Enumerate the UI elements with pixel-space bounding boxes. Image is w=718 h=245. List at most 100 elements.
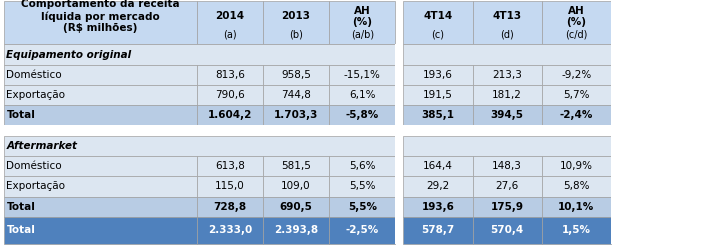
- Text: 181,2: 181,2: [493, 90, 522, 100]
- Text: 115,0: 115,0: [215, 181, 245, 191]
- Bar: [403, 156, 472, 176]
- Bar: [403, 176, 472, 196]
- Text: Exportação: Exportação: [6, 90, 65, 100]
- Text: 27,6: 27,6: [495, 181, 519, 191]
- Text: 109,0: 109,0: [281, 181, 311, 191]
- Bar: [610, 196, 714, 217]
- Text: 744,8: 744,8: [281, 90, 311, 100]
- Text: AH
(%): AH (%): [353, 6, 372, 27]
- Text: Total: Total: [6, 225, 35, 235]
- Text: 728,8: 728,8: [213, 202, 246, 212]
- Text: 1.604,2: 1.604,2: [208, 110, 252, 120]
- Bar: [610, 136, 714, 156]
- Bar: [329, 176, 395, 196]
- Bar: [197, 1, 263, 44]
- Bar: [263, 1, 329, 44]
- Bar: [610, 176, 714, 196]
- Bar: [403, 125, 714, 136]
- Bar: [197, 196, 263, 217]
- Text: 5,8%: 5,8%: [563, 181, 589, 191]
- Text: (c): (c): [432, 30, 444, 40]
- Text: 5,5%: 5,5%: [348, 202, 377, 212]
- Bar: [472, 1, 541, 44]
- Bar: [263, 85, 329, 105]
- Text: 193,6: 193,6: [423, 70, 453, 80]
- Text: 148,3: 148,3: [493, 161, 522, 171]
- Bar: [541, 65, 610, 85]
- Bar: [395, 1, 403, 44]
- Bar: [541, 156, 610, 176]
- Text: 958,5: 958,5: [281, 70, 311, 80]
- Bar: [329, 196, 395, 217]
- Bar: [610, 217, 714, 244]
- Bar: [4, 196, 197, 217]
- Text: Total: Total: [6, 202, 35, 212]
- Bar: [610, 125, 714, 136]
- Text: -5,8%: -5,8%: [345, 110, 379, 120]
- Bar: [472, 65, 541, 85]
- Bar: [263, 176, 329, 196]
- Bar: [395, 105, 403, 125]
- Text: -2,5%: -2,5%: [345, 225, 379, 235]
- Text: (d): (d): [500, 30, 514, 40]
- Bar: [197, 85, 263, 105]
- Text: Aftermarket: Aftermarket: [6, 141, 78, 151]
- Bar: [403, 44, 610, 65]
- Text: 213,3: 213,3: [493, 70, 522, 80]
- Bar: [395, 44, 403, 65]
- Text: (a/b): (a/b): [350, 30, 374, 40]
- Bar: [395, 217, 403, 244]
- Bar: [403, 85, 472, 105]
- Bar: [395, 136, 403, 156]
- Bar: [329, 217, 395, 244]
- Text: 164,4: 164,4: [423, 161, 453, 171]
- Bar: [329, 105, 395, 125]
- Bar: [403, 105, 472, 125]
- Bar: [472, 196, 541, 217]
- Text: 4T14: 4T14: [424, 11, 452, 21]
- Text: Total: Total: [6, 110, 35, 120]
- Text: Equipamento original: Equipamento original: [6, 49, 131, 60]
- Bar: [197, 65, 263, 85]
- Text: 4T13: 4T13: [493, 11, 522, 21]
- Text: 10,9%: 10,9%: [559, 161, 592, 171]
- Bar: [263, 217, 329, 244]
- Bar: [197, 217, 263, 244]
- Text: 2.393,8: 2.393,8: [274, 225, 318, 235]
- Bar: [395, 65, 403, 85]
- Text: 813,6: 813,6: [215, 70, 245, 80]
- Bar: [610, 65, 714, 85]
- Bar: [403, 217, 472, 244]
- Bar: [4, 136, 395, 156]
- Bar: [329, 85, 395, 105]
- Text: 385,1: 385,1: [421, 110, 454, 120]
- Bar: [4, 125, 395, 136]
- Bar: [263, 105, 329, 125]
- Text: 10,1%: 10,1%: [558, 202, 595, 212]
- Text: Doméstico: Doméstico: [6, 70, 62, 80]
- Bar: [197, 176, 263, 196]
- Bar: [610, 1, 714, 44]
- Text: 581,5: 581,5: [281, 161, 311, 171]
- Text: -9,2%: -9,2%: [561, 70, 592, 80]
- Text: (b): (b): [289, 30, 303, 40]
- Bar: [541, 85, 610, 105]
- Bar: [472, 217, 541, 244]
- Bar: [4, 217, 197, 244]
- Text: 2013: 2013: [281, 11, 311, 21]
- Text: 193,6: 193,6: [421, 202, 454, 212]
- Text: -15,1%: -15,1%: [344, 70, 381, 80]
- Text: Comportamento da receita
líquida por mercado
(R$ milhões): Comportamento da receita líquida por mer…: [21, 0, 180, 33]
- Text: 175,9: 175,9: [490, 202, 523, 212]
- Bar: [472, 105, 541, 125]
- Text: 1.703,3: 1.703,3: [274, 110, 318, 120]
- Bar: [395, 156, 403, 176]
- Bar: [610, 105, 714, 125]
- Bar: [472, 176, 541, 196]
- Text: 613,8: 613,8: [215, 161, 245, 171]
- Text: (c/d): (c/d): [565, 30, 587, 40]
- Text: 570,4: 570,4: [490, 225, 524, 235]
- Bar: [403, 136, 610, 156]
- Bar: [610, 85, 714, 105]
- Bar: [4, 1, 197, 44]
